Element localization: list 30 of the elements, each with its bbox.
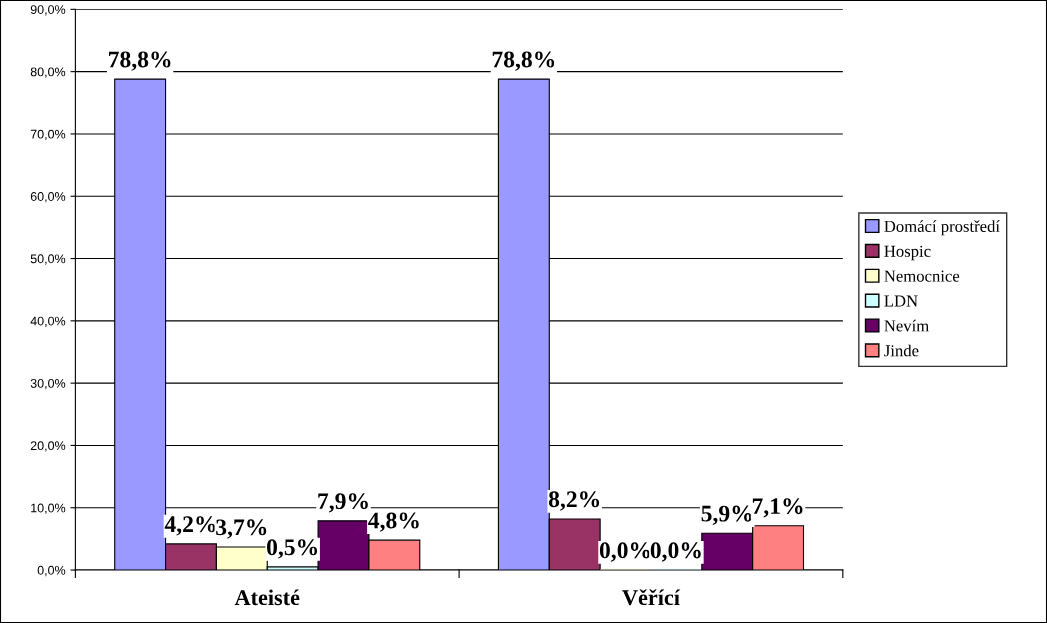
y-tick-label: 70,0% [30, 129, 66, 141]
x-tick-label: Ateisté [234, 589, 300, 606]
y-tick-label: 40,0% [30, 316, 66, 327]
legend-label: Nevím [884, 319, 929, 332]
data-label: 78,8% [492, 51, 555, 71]
data-label: 0,5% [267, 539, 318, 559]
legend-label: Hospic [884, 245, 931, 261]
y-tick-label: 30,0% [30, 378, 66, 390]
legend-label: Jinde [884, 344, 919, 357]
data-label: 78,8% [109, 51, 171, 71]
data-label: 8,2% [548, 491, 600, 511]
y-tick-label: 50,0% [30, 254, 66, 265]
y-tick-label: 10,0% [31, 503, 66, 514]
data-label: 7,9% [318, 493, 368, 513]
y-tick-label: 80,0% [30, 67, 66, 78]
data-label: 0,0% [650, 542, 701, 562]
data-label: 4,2% [164, 516, 216, 536]
y-tick-label: 60,0% [30, 192, 66, 203]
x-tick-label: Věřící [622, 589, 681, 606]
y-tick-label: 90,0% [30, 5, 66, 16]
legend-label: Domácí prostředí [884, 220, 1000, 236]
data-label: 3,7% [216, 519, 267, 539]
y-tick-label: 20,0% [30, 441, 66, 452]
legend-label: LDN [884, 295, 918, 307]
data-label: 0,0% [599, 542, 650, 562]
data-label: 5,9% [701, 505, 752, 525]
legend-label: Nemocnice [884, 270, 960, 282]
data-label: 7,1% [752, 498, 803, 518]
data-label: 4,8% [368, 512, 419, 532]
y-tick-label: 0,0% [37, 565, 66, 577]
